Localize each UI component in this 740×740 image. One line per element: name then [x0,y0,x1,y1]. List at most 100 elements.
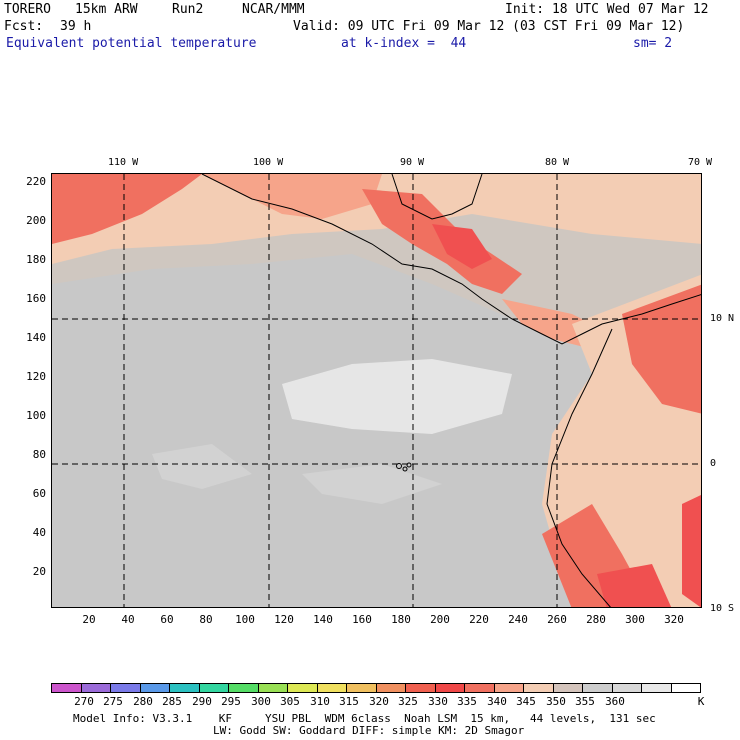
legend-swatch [288,684,318,692]
legend-label: 310 [310,695,330,708]
y-tick: 180 [26,253,46,266]
legend-label: 300 [251,695,271,708]
model-info: Model Info: V3.3.1 KF YSU PBL WDM 6class… [73,712,656,725]
interior-hot [682,494,701,607]
x-tick: 300 [625,613,645,626]
legend-unit: K [697,695,705,708]
legend-swatch [317,684,347,692]
lat-label-0: 0 [710,458,717,469]
warm-patch-northwest [52,174,202,244]
legend-label: 350 [546,695,566,708]
legend-label: 280 [133,695,153,708]
coastline-south-america [546,328,613,607]
level-index: at k-index = 44 [341,36,467,51]
x-tick: 20 [82,613,96,626]
x-tick: 220 [469,613,489,626]
legend-swatch [170,684,200,692]
lon-label-80w: 80 W [545,157,570,168]
legend-swatch [553,684,583,692]
galapagos-island [396,463,402,469]
map-panel [51,173,702,608]
lat-label-10n: 10 N [710,313,735,324]
ocean-patch [152,444,252,489]
legend-swatch [376,684,406,692]
lon-label-70w: 70 W [688,157,713,168]
legend-swatch [199,684,229,692]
dry-patch-equatorial [282,359,512,434]
valid-time: Valid: 09 UTC Fri 09 Mar 12 (03 CST Fri … [293,19,685,34]
legend-swatch [258,684,288,692]
x-tick: 160 [352,613,372,626]
legend-label: 305 [280,695,300,708]
model-org: NCAR/MMM [242,2,305,17]
x-tick: 280 [586,613,606,626]
legend-swatch [524,684,554,692]
lon-label-110w: 110 W [108,157,139,168]
y-tick: 20 [32,565,46,578]
legend-swatch [612,684,642,692]
coastline-pacific [201,174,701,345]
model-run: Run2 [172,2,204,17]
x-tick: 200 [430,613,450,626]
graticule [52,174,701,607]
legend-swatch [583,684,613,692]
model-name: TORERO [4,2,51,17]
warm-patch-mexico [202,174,382,219]
galapagos-island [406,462,412,468]
x-tick: 320 [664,613,684,626]
x-tick: 60 [160,613,174,626]
forecast-label: Fcst: [4,19,44,34]
legend-label: 285 [162,695,182,708]
x-tick: 260 [547,613,567,626]
lon-label-100w: 100 W [253,157,284,168]
model-resolution: 15km ARW [75,2,138,17]
legend-label: 345 [516,695,536,708]
central-america-hot [432,224,492,269]
y-tick: 140 [26,331,46,344]
smoothing-value: sm= 2 [633,36,673,51]
legend-swatch [465,684,495,692]
y-tick: 120 [26,370,46,383]
legend-swatch [52,684,82,692]
x-tick: 240 [508,613,528,626]
galapagos-island [402,466,408,472]
ocean-patch [302,464,442,504]
y-tick: 200 [26,214,46,227]
field-name: Equivalent potential temperature [6,36,257,51]
legend-label: 275 [103,695,123,708]
y-tick: 100 [26,409,46,422]
x-tick: 180 [391,613,411,626]
legend-swatch [494,684,524,692]
colombia-hot [622,284,701,414]
legend-label: 290 [192,695,212,708]
lon-label-90w: 90 W [400,157,425,168]
legend-swatch [111,684,141,692]
legend-label: 295 [221,695,241,708]
legend-swatch [671,684,700,692]
x-tick: 40 [121,613,135,626]
moist-zone-north [52,174,701,264]
legend-label: 315 [339,695,359,708]
init-time: Init: 18 UTC Wed 07 Mar 12 [505,2,709,17]
physics-info: LW: Godd SW: Goddard DIFF: simple KM: 2D… [213,724,525,737]
legend-swatch [642,684,672,692]
legend-swatch [140,684,170,692]
legend-swatch [81,684,111,692]
legend-label: 355 [575,695,595,708]
legend-label: 320 [369,695,389,708]
y-tick: 40 [32,526,46,539]
peru-hot [597,564,672,607]
legend-swatch [347,684,377,692]
forecast-hour: 39 h [60,19,92,34]
coastline-yucatan [391,174,483,220]
y-tick: 160 [26,292,46,305]
legend-label: 335 [457,695,477,708]
legend-label: 340 [487,695,507,708]
x-tick: 140 [313,613,333,626]
y-tick: 80 [32,448,46,461]
color-legend-bar [51,683,701,693]
legend-label: 270 [74,695,94,708]
legend-label: 325 [398,695,418,708]
legend-label: 330 [428,695,448,708]
x-tick: 120 [274,613,294,626]
